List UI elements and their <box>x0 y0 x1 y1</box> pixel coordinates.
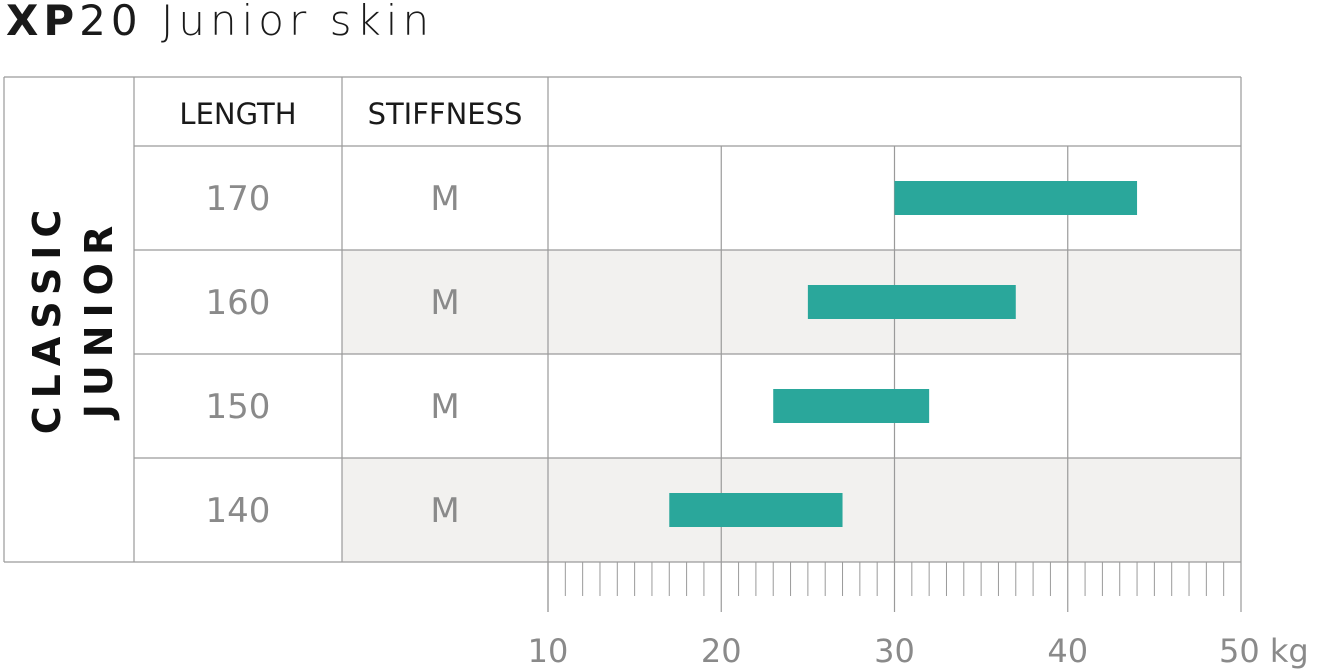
cell-stiffness: M <box>430 179 459 219</box>
cell-length: 170 <box>206 179 271 219</box>
range-bar-170 <box>894 181 1138 215</box>
header-length: LENGTH <box>179 97 296 131</box>
x-tick-label: 50 kg <box>1219 632 1309 670</box>
side-label-junior: JUNIOR <box>77 218 121 422</box>
x-tick-label: 30 <box>874 632 915 670</box>
cell-length: 150 <box>206 387 271 427</box>
chart-title: XP20 Junior skin <box>6 0 434 45</box>
row-shade <box>342 250 1241 354</box>
cell-length: 140 <box>206 491 271 531</box>
cell-stiffness: M <box>430 491 459 531</box>
x-tick-label: 10 <box>528 632 569 670</box>
header-stiffness: STIFFNESS <box>368 97 523 131</box>
range-bar-140 <box>669 493 843 527</box>
title-model: 20 <box>79 0 143 45</box>
cell-stiffness: M <box>430 387 459 427</box>
title-brand: XP <box>6 0 80 45</box>
title-rest: Junior skin <box>142 0 435 45</box>
range-bar-150 <box>773 389 930 423</box>
side-label-classic: CLASSIC <box>25 202 69 435</box>
x-tick-label: 20 <box>701 632 742 670</box>
cell-length: 160 <box>206 283 271 323</box>
cell-stiffness: M <box>430 283 459 323</box>
x-tick-label: 40 <box>1047 632 1088 670</box>
range-bar-160 <box>807 285 1016 319</box>
